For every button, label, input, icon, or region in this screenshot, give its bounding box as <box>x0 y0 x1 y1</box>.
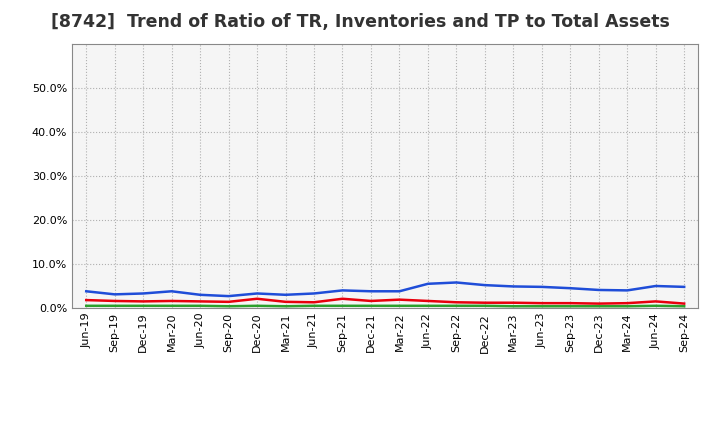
Inventories <box>509 284 518 289</box>
Inventories <box>338 288 347 293</box>
Trade Receivables <box>366 298 375 304</box>
Inventories <box>310 291 318 296</box>
Inventories <box>167 289 176 294</box>
Trade Receivables <box>537 301 546 306</box>
Trade Receivables <box>82 297 91 303</box>
Trade Receivables <box>480 300 489 305</box>
Inventories <box>82 289 91 294</box>
Inventories <box>595 287 603 293</box>
Inventories <box>139 291 148 296</box>
Trade Receivables <box>196 299 204 304</box>
Trade Receivables <box>310 300 318 305</box>
Trade Payables <box>110 303 119 308</box>
Trade Payables <box>566 304 575 309</box>
Trade Payables <box>480 303 489 308</box>
Inventories <box>537 284 546 290</box>
Inventories <box>623 288 631 293</box>
Trade Payables <box>196 303 204 308</box>
Inventories <box>452 280 461 285</box>
Inventories <box>566 286 575 291</box>
Trade Receivables <box>110 298 119 304</box>
Inventories <box>282 292 290 297</box>
Trade Payables <box>537 304 546 309</box>
Trade Payables <box>452 303 461 308</box>
Inventories <box>652 283 660 289</box>
Inventories <box>366 289 375 294</box>
Trade Payables <box>282 304 290 309</box>
Inventories <box>423 281 432 286</box>
Trade Payables <box>253 303 261 308</box>
Trade Receivables <box>452 300 461 305</box>
Inventories <box>680 284 688 290</box>
Trade Payables <box>338 303 347 308</box>
Trade Payables <box>225 304 233 309</box>
Trade Receivables <box>680 301 688 306</box>
Trade Receivables <box>623 301 631 306</box>
Trade Receivables <box>225 299 233 304</box>
Trade Payables <box>595 304 603 309</box>
Trade Receivables <box>253 296 261 301</box>
Trade Receivables <box>566 301 575 306</box>
Trade Receivables <box>338 296 347 301</box>
Trade Payables <box>509 304 518 309</box>
Trade Receivables <box>282 299 290 304</box>
Trade Payables <box>680 304 688 309</box>
Trade Receivables <box>652 299 660 304</box>
Trade Receivables <box>595 301 603 306</box>
Trade Receivables <box>509 300 518 305</box>
Inventories <box>196 292 204 297</box>
Trade Payables <box>167 303 176 308</box>
Trade Payables <box>623 304 631 309</box>
Trade Payables <box>139 303 148 308</box>
Line: Inventories: Inventories <box>86 282 684 296</box>
Trade Receivables <box>139 299 148 304</box>
Trade Payables <box>423 303 432 308</box>
Text: [8742]  Trend of Ratio of TR, Inventories and TP to Total Assets: [8742] Trend of Ratio of TR, Inventories… <box>50 13 670 31</box>
Trade Payables <box>82 303 91 308</box>
Line: Trade Receivables: Trade Receivables <box>86 299 684 304</box>
Trade Receivables <box>167 298 176 304</box>
Trade Payables <box>310 303 318 308</box>
Trade Payables <box>652 303 660 308</box>
Inventories <box>225 293 233 299</box>
Trade Payables <box>395 303 404 308</box>
Trade Receivables <box>423 298 432 304</box>
Inventories <box>110 292 119 297</box>
Inventories <box>395 289 404 294</box>
Trade Receivables <box>395 297 404 302</box>
Inventories <box>480 282 489 288</box>
Trade Payables <box>366 303 375 308</box>
Inventories <box>253 291 261 296</box>
